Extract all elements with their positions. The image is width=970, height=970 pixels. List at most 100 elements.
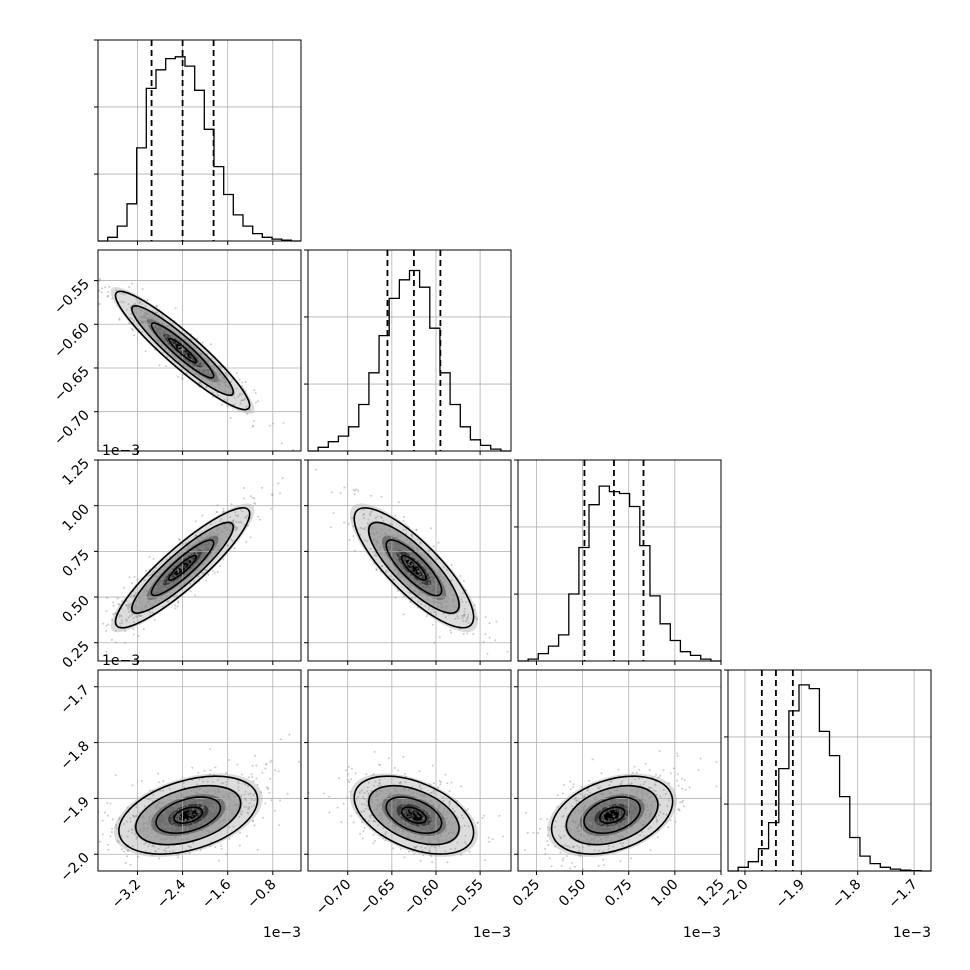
sample-point [582, 806, 585, 809]
sample-point [151, 831, 154, 834]
sample-point [226, 398, 229, 401]
sample-point [466, 808, 469, 810]
sample-point [254, 502, 257, 505]
sample-point [388, 529, 390, 532]
sample-point [381, 801, 384, 804]
sample-point [198, 352, 201, 355]
sample-point [132, 633, 135, 636]
sample-point [144, 320, 147, 323]
sample-point [680, 777, 683, 780]
sample-point [394, 789, 397, 792]
sample-point [120, 835, 123, 837]
sample-point [532, 831, 535, 834]
sample-point [189, 798, 192, 801]
sample-point [101, 287, 104, 290]
sample-point [397, 557, 400, 560]
sample-point [402, 557, 405, 560]
sample-point [446, 782, 449, 785]
sample-point [216, 788, 219, 791]
sample-point [141, 320, 144, 323]
sample-point [378, 779, 381, 781]
sample-point [460, 598, 463, 601]
sample-point [410, 568, 413, 571]
sample-point [415, 559, 418, 562]
sample-point [431, 583, 434, 586]
sample-point [393, 555, 396, 558]
sample-point [604, 837, 607, 840]
sample-point [447, 812, 450, 815]
sample-point [359, 526, 362, 529]
sample-point [240, 508, 242, 511]
sample-point [147, 601, 150, 603]
sample-point [188, 546, 191, 549]
sample-point [409, 555, 411, 557]
sample-point [609, 824, 612, 826]
sample-point [655, 773, 657, 776]
sample-point [223, 524, 226, 527]
sample-point [183, 583, 186, 585]
sample-point [202, 790, 205, 792]
sample-point [253, 799, 255, 802]
sample-point [446, 604, 449, 607]
sample-point [207, 360, 210, 363]
sample-point [418, 561, 421, 564]
sample-point [177, 352, 180, 355]
sample-point [161, 605, 164, 608]
sample-point [397, 792, 400, 795]
sample-point [569, 788, 572, 791]
sample-point [421, 809, 424, 812]
sample-point [590, 823, 593, 826]
sample-point [140, 321, 143, 324]
sample-point [161, 329, 164, 332]
sample-point [587, 833, 590, 836]
sample-point [431, 573, 434, 576]
sample-point [197, 811, 200, 814]
sample-point [167, 825, 170, 828]
sample-point [184, 818, 187, 821]
sample-point [187, 802, 190, 804]
sample-point [217, 378, 220, 381]
sample-point [177, 600, 180, 603]
sample-point [242, 487, 245, 489]
sample-point [598, 787, 601, 790]
sample-point [659, 774, 662, 777]
sample-point [600, 803, 603, 806]
sample-point [623, 801, 626, 803]
sample-point [649, 803, 652, 806]
sample-point [412, 590, 415, 592]
sample-point [211, 543, 213, 545]
sample-point [181, 575, 184, 578]
sample-point [491, 838, 494, 841]
sample-point [252, 420, 255, 422]
sample-point [655, 818, 658, 821]
sample-point [476, 618, 479, 621]
sample-point [186, 571, 189, 574]
sample-point [147, 322, 150, 325]
sample-point [173, 350, 176, 352]
sample-point [619, 860, 622, 863]
sample-point [639, 784, 642, 786]
sample-point [488, 636, 491, 639]
sample-point [173, 343, 176, 346]
sample-point [622, 842, 624, 845]
sample-point [196, 362, 199, 365]
sample-point [385, 831, 388, 834]
sample-point [393, 578, 396, 581]
sample-point [165, 595, 168, 598]
sample-point [649, 849, 652, 852]
sample-point [118, 818, 121, 821]
sample-point [158, 599, 160, 602]
sample-point [205, 579, 208, 582]
sample-point [615, 799, 618, 801]
sample-point [187, 560, 190, 563]
density-level [178, 809, 198, 821]
sample-point [189, 814, 192, 817]
sample-point [636, 791, 638, 794]
sample-point [563, 784, 566, 786]
sample-point [160, 582, 162, 585]
sample-point [155, 589, 158, 592]
sample-point [141, 330, 144, 333]
sample-point [419, 859, 422, 862]
sample-point [148, 843, 151, 845]
sample-point [209, 823, 212, 826]
